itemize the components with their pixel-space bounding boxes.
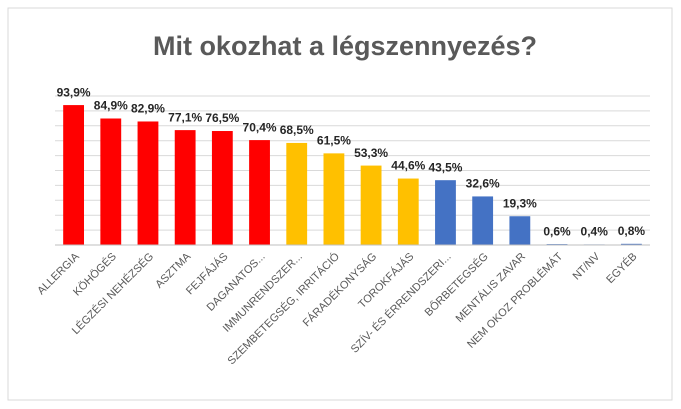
bar <box>286 142 308 245</box>
value-label: 0,6% <box>543 224 571 238</box>
value-label: 82,9% <box>131 102 165 116</box>
value-label: 0,8% <box>618 224 646 238</box>
bar <box>174 130 196 245</box>
value-label: 32,6% <box>466 177 500 191</box>
value-label: 76,5% <box>205 111 239 125</box>
bar <box>620 243 642 245</box>
value-label: 77,1% <box>168 110 202 124</box>
value-label: 70,4% <box>243 120 277 134</box>
value-label: 53,3% <box>354 146 388 160</box>
bar <box>435 180 456 245</box>
value-label: 68,5% <box>280 123 314 137</box>
bar <box>100 118 122 245</box>
bar <box>249 140 270 245</box>
value-label: 19,3% <box>503 196 537 210</box>
bar <box>323 153 345 245</box>
value-label: 44,6% <box>391 159 425 173</box>
value-label: 84,9% <box>94 99 128 113</box>
value-label: 93,9% <box>57 85 91 99</box>
bar <box>509 216 531 245</box>
bar <box>137 121 159 245</box>
bar <box>211 131 233 245</box>
chart-title: Mit okozhat a légszennyezés? <box>153 31 537 61</box>
bar <box>472 196 494 245</box>
bar <box>360 165 382 245</box>
value-label: 0,4% <box>581 225 609 239</box>
value-label: 61,5% <box>317 134 351 148</box>
bar <box>63 105 85 246</box>
bar <box>397 178 419 245</box>
value-label: 43,5% <box>428 160 462 174</box>
